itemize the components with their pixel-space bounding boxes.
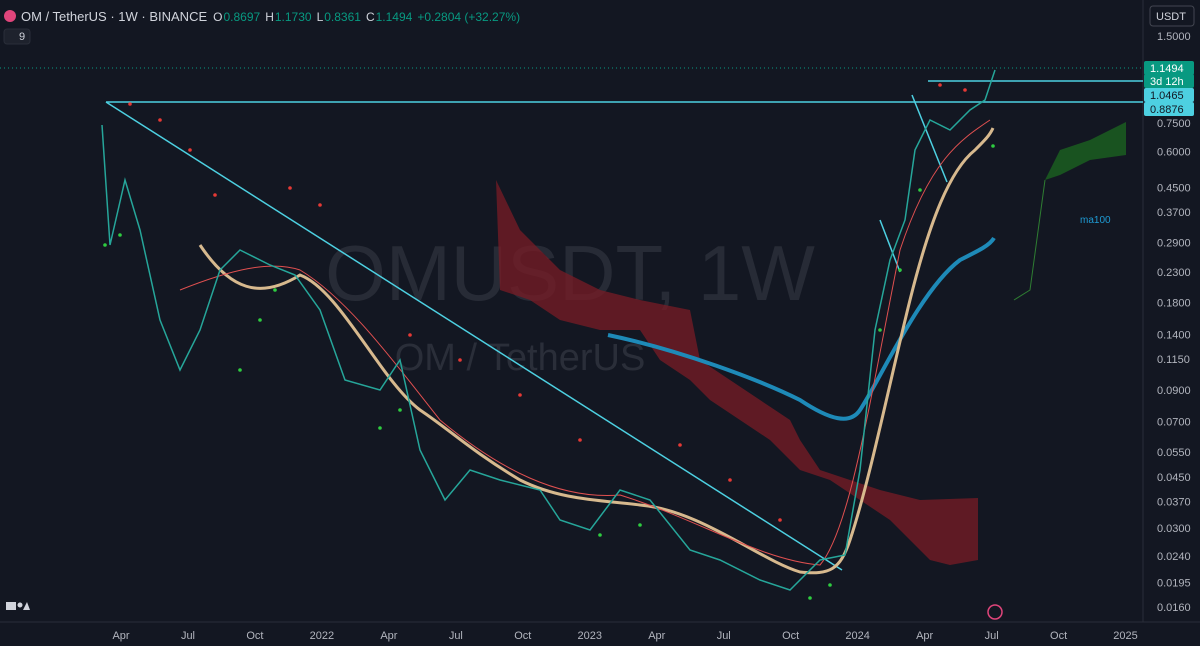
price-label: 0.2900 bbox=[1157, 238, 1191, 250]
ma100-line bbox=[607, 236, 996, 421]
time-label: Apr bbox=[380, 630, 397, 642]
price-label: 0.0450 bbox=[1157, 472, 1191, 484]
price-label: 0.0370 bbox=[1157, 497, 1191, 509]
level-tag-bg bbox=[1144, 88, 1194, 102]
time-label: Apr bbox=[648, 630, 665, 642]
price-label: 0.0160 bbox=[1157, 602, 1191, 614]
time-label: Jul bbox=[181, 630, 195, 642]
price-label: 0.0300 bbox=[1157, 523, 1191, 535]
time-label: 2022 bbox=[310, 630, 334, 642]
ichimoku-cloud-green bbox=[1045, 122, 1126, 180]
price-label: 0.0900 bbox=[1157, 385, 1191, 397]
last-price-tag-bg bbox=[1144, 61, 1194, 75]
time-label: Oct bbox=[246, 630, 263, 642]
time-label: 2025 bbox=[1113, 630, 1137, 642]
price-label: 0.7500 bbox=[1157, 118, 1191, 130]
legend-header: OM / TetherUS · 1W · BINANCE O 0.8697 H 1.1… bbox=[4, 9, 520, 24]
tradingview-logo bbox=[6, 602, 30, 610]
price-label: 0.0195 bbox=[1157, 577, 1191, 589]
price-path bbox=[101, 69, 996, 591]
indicator-label: ma100 bbox=[1080, 215, 1111, 226]
time-label: Oct bbox=[514, 630, 531, 642]
symbol-title[interactable]: OM / TetherUS · 1W · BINANCE bbox=[21, 9, 207, 24]
time-label: 2024 bbox=[845, 630, 869, 642]
countdown-tag: 3d 12h bbox=[1150, 76, 1184, 88]
level-tag-bg bbox=[1144, 102, 1194, 116]
price-label: 1.5000 bbox=[1157, 31, 1191, 43]
sar-dots-green bbox=[103, 144, 995, 600]
time-label: Oct bbox=[782, 630, 799, 642]
time-label: Jul bbox=[985, 630, 999, 642]
symbol-icon bbox=[4, 10, 16, 22]
price-change: +0.2804 (+32.27%) bbox=[417, 10, 520, 24]
price-label: 0.0550 bbox=[1157, 447, 1191, 459]
sar-dots-red bbox=[128, 83, 967, 522]
trend-line bbox=[105, 101, 843, 571]
moving-average bbox=[198, 127, 995, 575]
time-label: Jul bbox=[449, 630, 463, 642]
ohlc-key: H bbox=[265, 10, 274, 24]
price-label: 0.6000 bbox=[1157, 146, 1191, 158]
price-label: 0.2300 bbox=[1157, 267, 1191, 279]
ohlc-value: 1.1494 bbox=[376, 10, 413, 24]
countdown-tag-bg bbox=[1144, 74, 1194, 88]
price-label: 0.4500 bbox=[1157, 182, 1191, 194]
level-tag: 1.0465 bbox=[1150, 90, 1184, 102]
cloud-edge bbox=[1013, 179, 1046, 301]
time-label: 2023 bbox=[578, 630, 602, 642]
price-label: 0.1400 bbox=[1157, 329, 1191, 341]
trend-line bbox=[911, 94, 948, 183]
ohlc-key: C bbox=[366, 10, 375, 24]
trend-line bbox=[879, 219, 901, 273]
ohlc-value: 0.8697 bbox=[223, 10, 260, 24]
watermark-subtitle: OM / TetherUS bbox=[395, 337, 646, 379]
level-tag: 0.8876 bbox=[1150, 104, 1184, 116]
ohlc-key: O bbox=[213, 10, 222, 24]
indicator-count[interactable]: 9 bbox=[19, 31, 25, 43]
indicator-toggle[interactable] bbox=[3, 28, 31, 45]
time-label: Apr bbox=[112, 630, 129, 642]
ohlc-value: 1.1730 bbox=[275, 10, 312, 24]
event-icon[interactable] bbox=[987, 604, 1003, 620]
price-label: 0.1800 bbox=[1157, 298, 1191, 310]
ema-line bbox=[179, 119, 991, 566]
ichimoku-cloud bbox=[496, 180, 978, 565]
ohlc-key: L bbox=[317, 10, 324, 24]
currency-button[interactable] bbox=[1149, 5, 1195, 27]
price-label: 0.3700 bbox=[1157, 207, 1191, 219]
time-label: Apr bbox=[916, 630, 933, 642]
price-label: 0.0240 bbox=[1157, 551, 1191, 563]
price-label: 0.0700 bbox=[1157, 417, 1191, 429]
currency-label[interactable]: USDT bbox=[1156, 11, 1186, 23]
last-price-tag: 1.1494 bbox=[1150, 63, 1184, 75]
ohlc-value: 0.8361 bbox=[324, 10, 361, 24]
time-label: Jul bbox=[717, 630, 731, 642]
price-label: 0.1150 bbox=[1157, 354, 1190, 366]
time-label: Oct bbox=[1050, 630, 1067, 642]
